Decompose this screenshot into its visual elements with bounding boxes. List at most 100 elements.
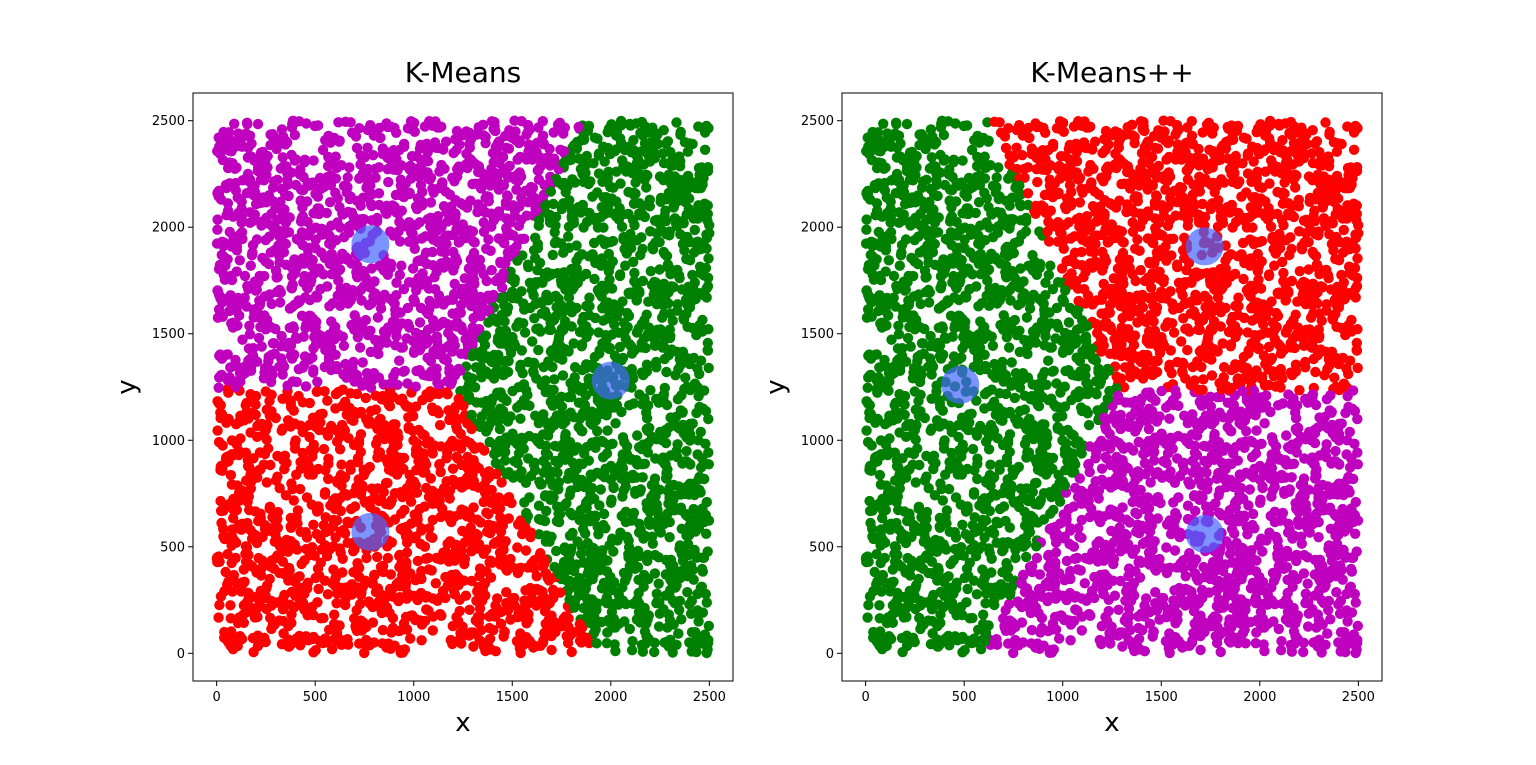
data-point: [453, 439, 464, 450]
data-point: [492, 416, 504, 427]
data-point: [305, 225, 317, 236]
data-point: [348, 411, 360, 422]
data-point: [699, 144, 711, 155]
data-point: [289, 539, 300, 550]
data-point: [431, 552, 442, 564]
data-point: [531, 373, 542, 384]
data-point: [697, 566, 708, 577]
data-point: [627, 469, 638, 481]
data-point: [249, 276, 260, 287]
data-point: [368, 150, 379, 161]
data-point: [267, 338, 279, 349]
data-point: [655, 192, 667, 204]
data-point: [522, 259, 534, 270]
data-point: [623, 552, 634, 563]
data-point: [481, 406, 492, 417]
data-point: [304, 310, 315, 321]
data-point: [234, 631, 246, 642]
data-point: [564, 467, 575, 479]
data-point: [321, 207, 332, 219]
data-point: [225, 469, 237, 481]
data-point: [246, 151, 257, 162]
data-point: [289, 438, 301, 449]
data-point: [533, 220, 544, 231]
data-point: [623, 542, 635, 553]
data-point: [214, 599, 225, 611]
data-point: [485, 355, 497, 366]
data-point: [481, 293, 492, 304]
data-point: [532, 165, 543, 176]
data-point: [516, 192, 527, 204]
data-point: [430, 578, 441, 589]
data-point: [628, 256, 639, 268]
data-point: [624, 623, 635, 635]
data-point: [520, 545, 532, 556]
data-point: [470, 528, 481, 539]
data-point: [464, 437, 475, 449]
data-point: [661, 250, 673, 262]
data-point: [615, 115, 627, 127]
data-point: [575, 548, 587, 560]
data-point: [231, 305, 242, 317]
data-point: [238, 361, 250, 373]
data-point: [386, 627, 397, 638]
data-point: [565, 300, 576, 311]
data-point: [263, 443, 274, 454]
data-point: [342, 253, 353, 265]
data-point: [697, 453, 708, 464]
data-point: [412, 514, 423, 525]
data-point: [697, 175, 708, 186]
data-point: [309, 120, 321, 132]
data-point: [377, 624, 389, 636]
data-point: [395, 174, 406, 185]
data-point: [442, 447, 453, 458]
data-point: [373, 495, 385, 507]
data-point: [629, 267, 640, 279]
data-point: [558, 157, 569, 169]
x-tick-label: 1500: [496, 690, 529, 705]
data-point: [665, 330, 676, 342]
data-point: [385, 378, 396, 390]
data-point: [300, 527, 311, 538]
data-point: [695, 426, 706, 438]
data-point: [407, 228, 418, 239]
data-point: [557, 412, 569, 423]
data-point: [658, 125, 669, 136]
data-point: [674, 273, 685, 284]
data-point: [329, 609, 340, 620]
data-point: [320, 634, 331, 645]
data-point: [591, 638, 602, 649]
data-point: [558, 247, 569, 258]
data-point: [277, 152, 288, 163]
data-point: [220, 566, 231, 578]
data-point: [432, 320, 444, 332]
data-point: [345, 503, 357, 515]
data-point: [218, 269, 229, 280]
data-point: [431, 334, 442, 345]
data-point: [481, 507, 492, 518]
data-point: [502, 605, 514, 616]
data-point: [251, 567, 262, 578]
data-point: [650, 453, 661, 464]
data-point: [674, 604, 685, 616]
data-point: [247, 350, 259, 361]
data-point: [261, 477, 272, 488]
data-point: [653, 523, 664, 534]
data-point: [694, 401, 705, 413]
data-point: [479, 479, 490, 490]
data-point: [567, 527, 578, 539]
data-point: [288, 405, 299, 416]
y-tick-label: 1500: [152, 327, 185, 342]
data-point: [396, 558, 407, 570]
data-point: [340, 593, 351, 605]
data-point: [426, 402, 438, 413]
data-point: [595, 211, 607, 223]
data-point: [406, 151, 418, 162]
data-point: [215, 370, 227, 381]
data-point: [470, 178, 481, 189]
data-point: [323, 473, 334, 485]
data-point: [227, 586, 238, 597]
data-point: [643, 127, 654, 138]
data-point: [530, 202, 541, 214]
data-point: [502, 247, 514, 258]
